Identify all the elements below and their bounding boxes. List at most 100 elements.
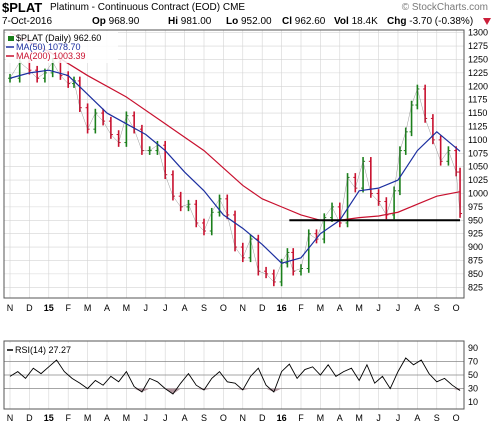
price-y-tick-label: 1225 xyxy=(468,68,488,78)
price-y-tick-label: 950 xyxy=(468,215,483,225)
rsi-oversold-area xyxy=(266,388,274,392)
rsi-x-tick-label: 16 xyxy=(277,413,287,423)
rsi-x-tick-label: F xyxy=(65,413,71,423)
open-value: 968.90 xyxy=(108,16,140,27)
price-x-tick-label: M xyxy=(355,303,363,313)
rsi-series-line xyxy=(9,357,461,395)
rsi-x-tick-label: A xyxy=(182,413,188,423)
rsi-y-tick-label: 90 xyxy=(468,343,478,353)
low-label: Lo xyxy=(226,16,239,27)
price-y-tick-label: 1050 xyxy=(468,162,488,172)
down-triangle-icon xyxy=(483,18,491,25)
price-x-tick-label: O xyxy=(453,303,460,313)
rsi-x-tick-labels: N D 15 F M A M J J A S O N D 16 F M A M J J A S O xyxy=(7,413,460,423)
price-x-tick-label: N xyxy=(240,303,247,313)
ticker-symbol: $PLAT xyxy=(2,0,43,15)
rsi-x-tick-label: F xyxy=(298,413,304,423)
description-text: Platinum - Continuous Contract (EOD) xyxy=(50,2,221,13)
price-x-tick-label: S xyxy=(201,303,207,313)
price-y-tick-label: 1275 xyxy=(468,41,488,51)
rsi-x-tick-label: A xyxy=(414,413,420,423)
high-quote: Hi 981.00 xyxy=(168,16,211,27)
price-y-tick-label: 1125 xyxy=(468,121,487,131)
price-y-tick-label: 1300 xyxy=(468,28,488,38)
rsi-oversold-area xyxy=(242,388,251,390)
price-y-tick-label: 1150 xyxy=(468,108,487,118)
price-y-tick-label: 825 xyxy=(468,282,483,292)
volume-label: Vol xyxy=(334,16,349,27)
rsi-x-tick-label: D xyxy=(26,413,33,423)
rsi-x-tick-label: 15 xyxy=(44,413,54,423)
close-label: Cl xyxy=(282,16,292,27)
price-x-tick-label: S xyxy=(434,303,440,313)
moving-average-lines xyxy=(9,32,461,264)
rsi-x-tick-label: S xyxy=(434,413,440,423)
stockcharts-credit: © StockCharts.com xyxy=(401,2,488,13)
price-x-tick-label: F xyxy=(298,303,304,313)
price-y-tick-label: 900 xyxy=(468,242,483,252)
price-vertical-grid xyxy=(9,30,457,298)
rsi-x-tick-label: J xyxy=(376,413,381,423)
price-x-tick-label: D xyxy=(259,303,266,313)
price-y-tick-label: 1025 xyxy=(468,175,488,185)
ma200-line xyxy=(9,32,461,221)
price-legend-swatch xyxy=(8,36,14,41)
low-value: 952.00 xyxy=(241,16,272,27)
rsi-legend-label: RSI(14) 27.27 xyxy=(15,345,71,355)
price-x-tick-label: 16 xyxy=(277,303,287,313)
rsi-x-tick-label: N xyxy=(7,413,14,423)
price-y-tick-label: 1175 xyxy=(468,95,487,105)
price-close-path xyxy=(9,61,461,283)
change-label: Chg xyxy=(387,16,407,27)
price-y-tick-labels: 825 850 875 900 925 950 975 1000 1025 1050 1075 110… xyxy=(468,28,488,293)
rsi-grid xyxy=(4,341,464,409)
rsi-x-tick-label: S xyxy=(201,413,207,423)
price-y-tick-label: 925 xyxy=(468,229,483,239)
ma200-legend-label: MA(200) 1003.39 xyxy=(16,51,86,61)
rsi-y-tick-labels: 10 30 50 70 90 xyxy=(468,343,478,407)
price-x-tick-label: J xyxy=(376,303,381,313)
price-panel-frame xyxy=(3,29,465,299)
price-x-tick-label: M xyxy=(123,303,131,313)
rsi-y-tick-label: 50 xyxy=(468,370,478,380)
price-grid xyxy=(4,32,464,288)
price-y-tick-label: 975 xyxy=(468,202,483,212)
price-x-tick-label: J xyxy=(163,303,168,313)
rsi-oversold-area xyxy=(235,388,243,390)
price-x-tick-label: O xyxy=(220,303,227,313)
rsi-oversold-area xyxy=(273,388,282,392)
rsi-x-tick-label: O xyxy=(453,413,460,423)
high-value: 981.00 xyxy=(180,16,212,27)
price-x-tick-label: A xyxy=(104,303,110,313)
rsi-x-tick-label: M xyxy=(84,413,92,423)
price-x-tick-label: M xyxy=(317,303,325,313)
price-x-tick-label: 15 xyxy=(44,303,54,313)
rsi-oversold-fill xyxy=(134,388,461,395)
rsi-oversold-area xyxy=(172,388,181,395)
rsi-panel-frame xyxy=(3,340,465,410)
rsi-line xyxy=(9,357,461,395)
price-legend-bg xyxy=(6,31,118,63)
rsi-y-tick-label: 70 xyxy=(468,356,478,366)
ma50-line xyxy=(9,69,461,264)
rsi-x-tick-label: J xyxy=(163,413,168,423)
change-quote: Chg -3.70 (-0.38%) xyxy=(387,16,473,27)
price-x-tick-label: D xyxy=(26,303,33,313)
price-y-tick-label: 850 xyxy=(468,269,483,279)
price-x-tick-label: J xyxy=(144,303,149,313)
close-quote: Cl 962.60 xyxy=(282,16,325,27)
rsi-y-tick-label: 10 xyxy=(468,397,478,407)
price-x-tick-label: M xyxy=(84,303,92,313)
price-y-tick-label: 1200 xyxy=(468,81,488,91)
high-label: Hi xyxy=(168,16,178,27)
ma50-legend-label: MA(50) 1078.70 xyxy=(16,42,81,52)
rsi-x-tick-label: M xyxy=(355,413,363,423)
price-x-tick-labels: N D 15 F M A M J J A S O N D 16 F M A M J J A S O xyxy=(7,303,460,313)
close-value: 962.60 xyxy=(294,16,326,27)
price-ohlc-bars xyxy=(8,57,463,287)
price-y-tick-label: 1100 xyxy=(468,135,487,145)
instrument-description: Platinum - Continuous Contract (EOD) CME xyxy=(50,2,245,13)
rsi-x-tick-label: A xyxy=(337,413,343,423)
quote-date: 7-Oct-2016 xyxy=(2,16,53,27)
